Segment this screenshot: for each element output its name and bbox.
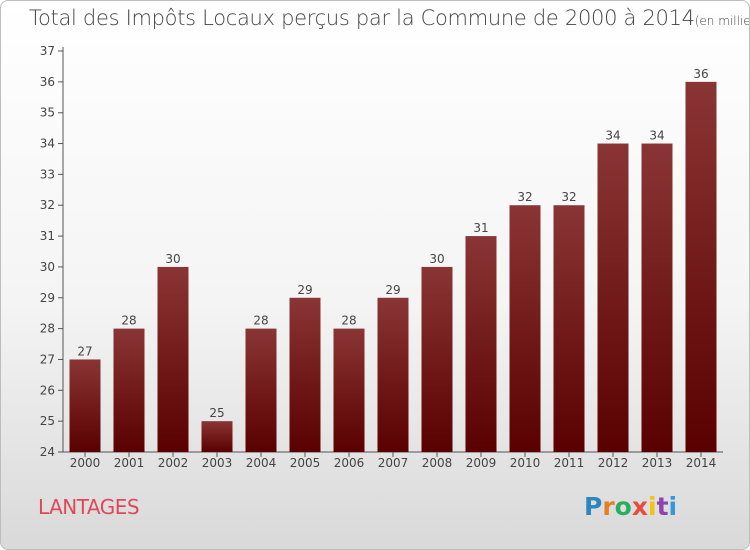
bar [509,205,541,452]
x-tick-label: 2005 [290,456,321,470]
bar-value-label: 29 [297,283,312,297]
bar [553,205,585,452]
bar-value-label: 28 [253,314,268,328]
logo-letter: o [614,492,632,521]
x-tick-label: 2008 [422,456,453,470]
y-tick-label: 37 [40,44,55,58]
y-tick-label: 34 [40,137,55,151]
bar [113,328,145,452]
logo-letter: i [648,492,657,521]
x-tick-label: 2009 [466,456,497,470]
logo-letter: r [602,492,615,521]
bar [421,266,453,452]
bar-value-label: 27 [77,344,92,358]
y-tick-label: 35 [40,106,55,120]
bar [465,236,497,452]
y-tick-label: 31 [40,229,55,243]
bar-value-label: 36 [693,67,708,81]
x-tick-label: 2004 [246,456,277,470]
x-tick-label: 2010 [510,456,541,470]
bar-value-label: 29 [385,283,400,297]
logo-letter: t [656,492,669,521]
bar-value-label: 31 [473,221,488,235]
logo-letter: P [584,492,603,521]
x-tick-label: 2013 [642,456,673,470]
x-tick-label: 2003 [202,456,233,470]
bar-value-label: 34 [649,129,664,143]
logo-letter: i [668,492,678,521]
bar [201,421,233,452]
bar-value-label: 32 [517,190,532,204]
bar-value-label: 30 [165,252,180,266]
bar-value-label: 28 [341,314,356,328]
bar [245,328,277,452]
bar [69,359,101,452]
y-tick-label: 33 [40,167,55,181]
bar-value-label: 34 [605,129,620,143]
bar-value-label: 30 [429,252,444,266]
x-tick-label: 2014 [686,456,717,470]
y-tick-label: 28 [40,322,55,336]
y-tick-label: 25 [40,414,55,428]
x-tick-label: 2011 [554,456,585,470]
y-tick-label: 26 [40,383,55,397]
bar [289,297,321,452]
bar [597,143,629,453]
bar [685,81,717,452]
x-tick-label: 2012 [598,456,629,470]
proxiti-logo[interactable]: Proxiti [584,492,677,521]
y-tick-label: 32 [40,198,55,212]
y-tick-label: 36 [40,75,55,89]
y-tick-label: 30 [40,260,55,274]
title-row: Total des Impôts Locaux perçus par la Co… [29,6,750,30]
y-tick-label: 27 [40,352,55,366]
logo-letter: x [631,492,648,521]
bar [641,143,673,453]
x-tick-label: 2006 [334,456,365,470]
x-tick-label: 2001 [114,456,145,470]
chart-title: Total des Impôts Locaux perçus par la Co… [29,6,695,30]
x-tick-label: 2007 [378,456,409,470]
y-tick-label: 24 [40,445,55,459]
commune-name: LANTAGES [38,495,140,519]
bar-value-label: 32 [561,190,576,204]
y-tick-label: 29 [40,291,55,305]
bar-value-label: 25 [209,406,224,420]
bar [377,297,409,452]
x-tick-label: 2002 [158,456,189,470]
chart-unit: (en milliers d'€) [694,14,750,28]
bar-value-label: 28 [121,314,136,328]
x-tick-label: 2000 [70,456,101,470]
bar [157,266,189,452]
bar [333,328,365,452]
